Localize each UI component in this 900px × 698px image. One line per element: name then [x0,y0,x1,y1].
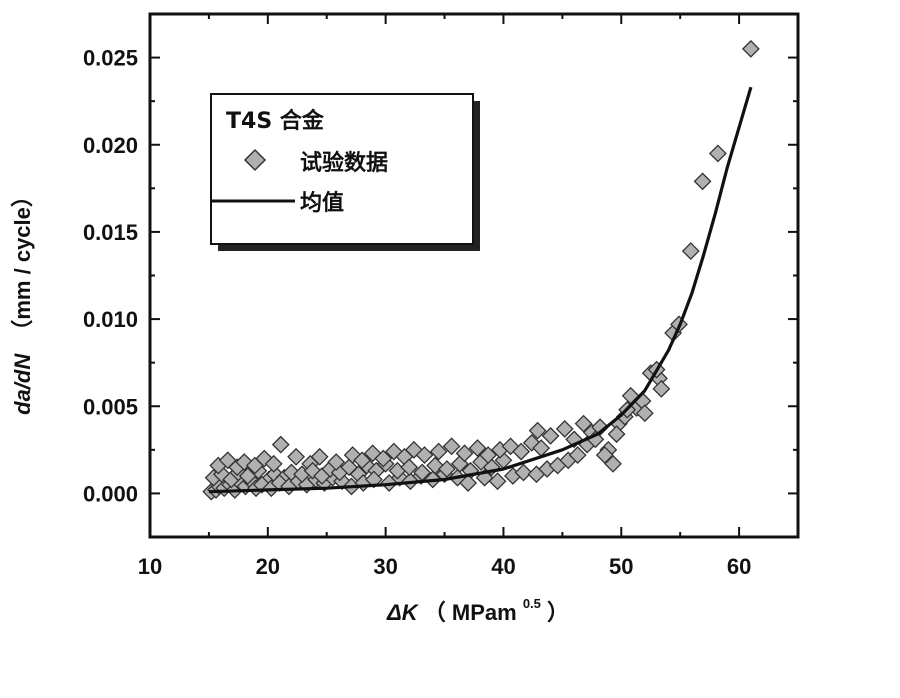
data-point [353,451,371,470]
x-tick-label: 20 [256,554,280,579]
data-point [541,426,560,445]
data-point [271,435,290,454]
data-point [635,404,654,423]
data-point [255,449,274,468]
data-point [528,421,547,440]
data-point [681,242,700,261]
y-tick-label: 0.025 [83,46,138,71]
data-point [568,446,587,464]
data-point [501,437,520,456]
data-point [287,447,306,466]
y-tick-label: 0.000 [83,481,138,506]
data-point [264,454,283,473]
data-point [374,449,393,468]
data-point [574,414,593,433]
x-axis-open-paren: （ [424,600,446,625]
y-tick-label: 0.015 [83,220,138,245]
y-tick-label: 0.010 [83,307,138,332]
data-point [693,172,712,191]
data-point [310,447,329,466]
legend-title: T4S 合金 [226,108,325,134]
data-point [708,144,727,163]
plot-area [202,39,760,501]
mean-curve [208,86,753,494]
x-tick-label: 30 [373,554,397,579]
data-point [607,425,626,444]
data-point [455,444,474,463]
data-point [595,446,614,464]
legend-entry-line: 均值 [300,190,344,216]
data-point [235,453,254,471]
x-axis-exponent: 0.5 [523,596,541,611]
y-axis-title: da/dN （mm / cycle） [10,185,35,415]
axes: 10 20 30 40 50 60 0.000 0.005 0.010 0.015 0.020 0.0… [83,14,798,579]
y-tick-label: 0.005 [83,394,138,419]
data-point [459,474,478,492]
y-axis-unit: （mm / cycle） [10,185,35,342]
data-point [442,437,461,456]
data-point [652,379,671,398]
data-point [327,453,346,471]
data-point [555,419,574,438]
data-point [512,442,531,461]
legend-entry-scatter: 试验数据 [300,150,388,176]
x-tick-label: 10 [138,554,162,579]
data-point [429,442,448,461]
data-point [415,446,434,464]
data-point [400,458,419,477]
y-axis-symbol: da/dN [10,353,35,415]
data-point [741,39,760,58]
x-tick-label: 60 [727,554,751,579]
data-point [522,433,541,452]
data-point [604,454,622,473]
data-point [514,463,533,482]
x-axis-close-paren: ） [547,600,569,625]
x-axis-unit: MPam [452,600,517,625]
x-axis-symbol: ΔK [386,600,420,625]
x-axis-title: ΔK （ MPam 0.5 ） [386,588,569,625]
data-point [479,446,498,464]
data-point [488,472,507,491]
y-tick-label: 0.020 [83,133,138,158]
x-tick-label: 40 [491,554,515,579]
data-point [384,442,403,461]
data-point [468,439,487,458]
legend: T4S 合金 试验数据 均值 [210,93,480,251]
x-tick-label: 50 [609,554,633,579]
data-point [437,460,456,478]
legend-diamond-marker [243,148,267,172]
data-point [364,470,383,489]
